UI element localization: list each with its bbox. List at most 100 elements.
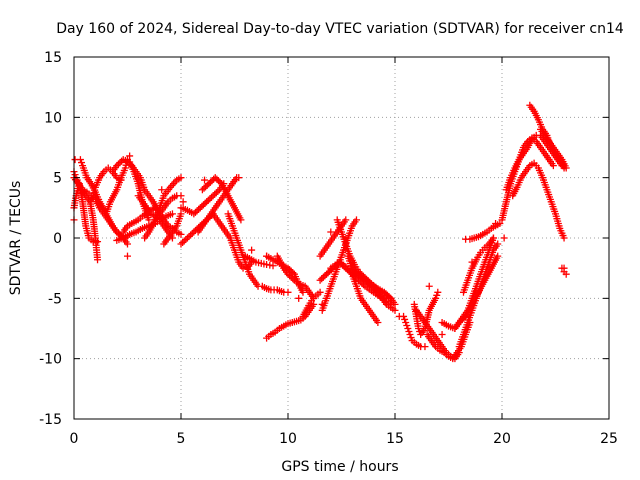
data-point (96, 204, 104, 212)
data-point (494, 240, 502, 248)
data-point (326, 267, 334, 275)
data-point (124, 252, 131, 260)
data-point (319, 273, 327, 281)
y-tick-label: 5 (53, 171, 62, 187)
series-arc-39 (455, 240, 502, 351)
series-scatter-extra (70, 152, 568, 351)
data-point (468, 258, 476, 266)
data-point (560, 234, 568, 242)
data-point (284, 270, 292, 278)
data-point (71, 156, 79, 164)
chart-title: Day 160 of 2024, Sidereal Day-to-day VTE… (56, 21, 624, 37)
data-point (209, 192, 217, 200)
data-point (177, 240, 185, 248)
data-point (177, 174, 185, 182)
x-axis-label: GPS time / hours (281, 459, 398, 475)
data-point (352, 216, 360, 224)
series-arc-21 (241, 252, 277, 270)
series-arc-24 (263, 252, 307, 296)
data-point (180, 237, 188, 245)
series-arc-13 (151, 192, 185, 224)
data-point (216, 178, 224, 186)
data-point (212, 189, 220, 197)
data-point (374, 318, 382, 326)
data-point (126, 152, 134, 160)
y-tick-label: 15 (44, 50, 62, 66)
data-point (316, 276, 324, 284)
data-point (87, 198, 95, 206)
data-point (401, 315, 409, 323)
x-tick-label: 10 (279, 431, 297, 447)
series-arc-46 (537, 125, 570, 172)
data-point (310, 300, 318, 308)
data-point (562, 270, 570, 278)
data-point (286, 266, 294, 274)
data-point (145, 216, 153, 224)
data-point (500, 234, 508, 242)
data-marks (70, 101, 570, 363)
data-point (200, 184, 208, 192)
data-point (425, 282, 433, 290)
data-point (177, 192, 185, 200)
data-point (286, 272, 294, 280)
data-point (206, 195, 214, 203)
series-arc-44 (509, 159, 568, 242)
data-point (188, 229, 196, 237)
data-point (492, 220, 500, 228)
data-point (187, 231, 195, 239)
data-point (358, 279, 366, 287)
series-arc-16 (177, 180, 228, 218)
data-point (198, 186, 206, 194)
data-point (213, 175, 221, 183)
series-arc-22 (263, 300, 318, 342)
data-point (324, 269, 332, 277)
x-tick-label: 5 (177, 431, 186, 447)
data-point (211, 174, 219, 182)
data-point (204, 196, 212, 204)
grid (74, 57, 609, 419)
data-point (211, 190, 219, 198)
data-point (190, 210, 198, 218)
data-point (342, 216, 350, 224)
data-point (404, 325, 412, 332)
series-arc-14 (160, 210, 185, 248)
data-point (214, 187, 222, 195)
data-point (248, 246, 256, 254)
data-point (177, 230, 185, 238)
data-point (395, 312, 403, 320)
data-point (114, 160, 122, 168)
data-point (179, 239, 187, 247)
data-point (287, 267, 295, 275)
data-point (182, 236, 190, 244)
data-point (391, 300, 399, 308)
series-arc-31 (348, 270, 382, 326)
data-point (201, 176, 209, 184)
data-point (433, 291, 441, 299)
data-point (196, 204, 204, 212)
data-point (269, 262, 277, 270)
series-arc-25 (299, 288, 324, 320)
data-point (94, 256, 102, 264)
data-point (316, 288, 324, 296)
data-point (327, 228, 335, 236)
series-arc-40 (459, 234, 497, 296)
series-arc-36 (410, 288, 442, 339)
data-point (77, 159, 85, 167)
data-point (207, 193, 215, 201)
data-point (198, 202, 206, 210)
data-point (203, 181, 211, 189)
data-point (295, 294, 303, 302)
y-tick-label: -5 (48, 291, 62, 307)
data-point (391, 306, 399, 314)
data-point (263, 252, 271, 260)
data-point (195, 205, 203, 213)
series-arc-38 (451, 234, 497, 332)
data-point (88, 195, 96, 203)
data-point (284, 264, 292, 272)
data-point (323, 270, 331, 278)
x-tick-label: 25 (600, 431, 618, 447)
data-point (208, 177, 216, 185)
data-point (205, 180, 213, 188)
data-point (415, 325, 423, 332)
